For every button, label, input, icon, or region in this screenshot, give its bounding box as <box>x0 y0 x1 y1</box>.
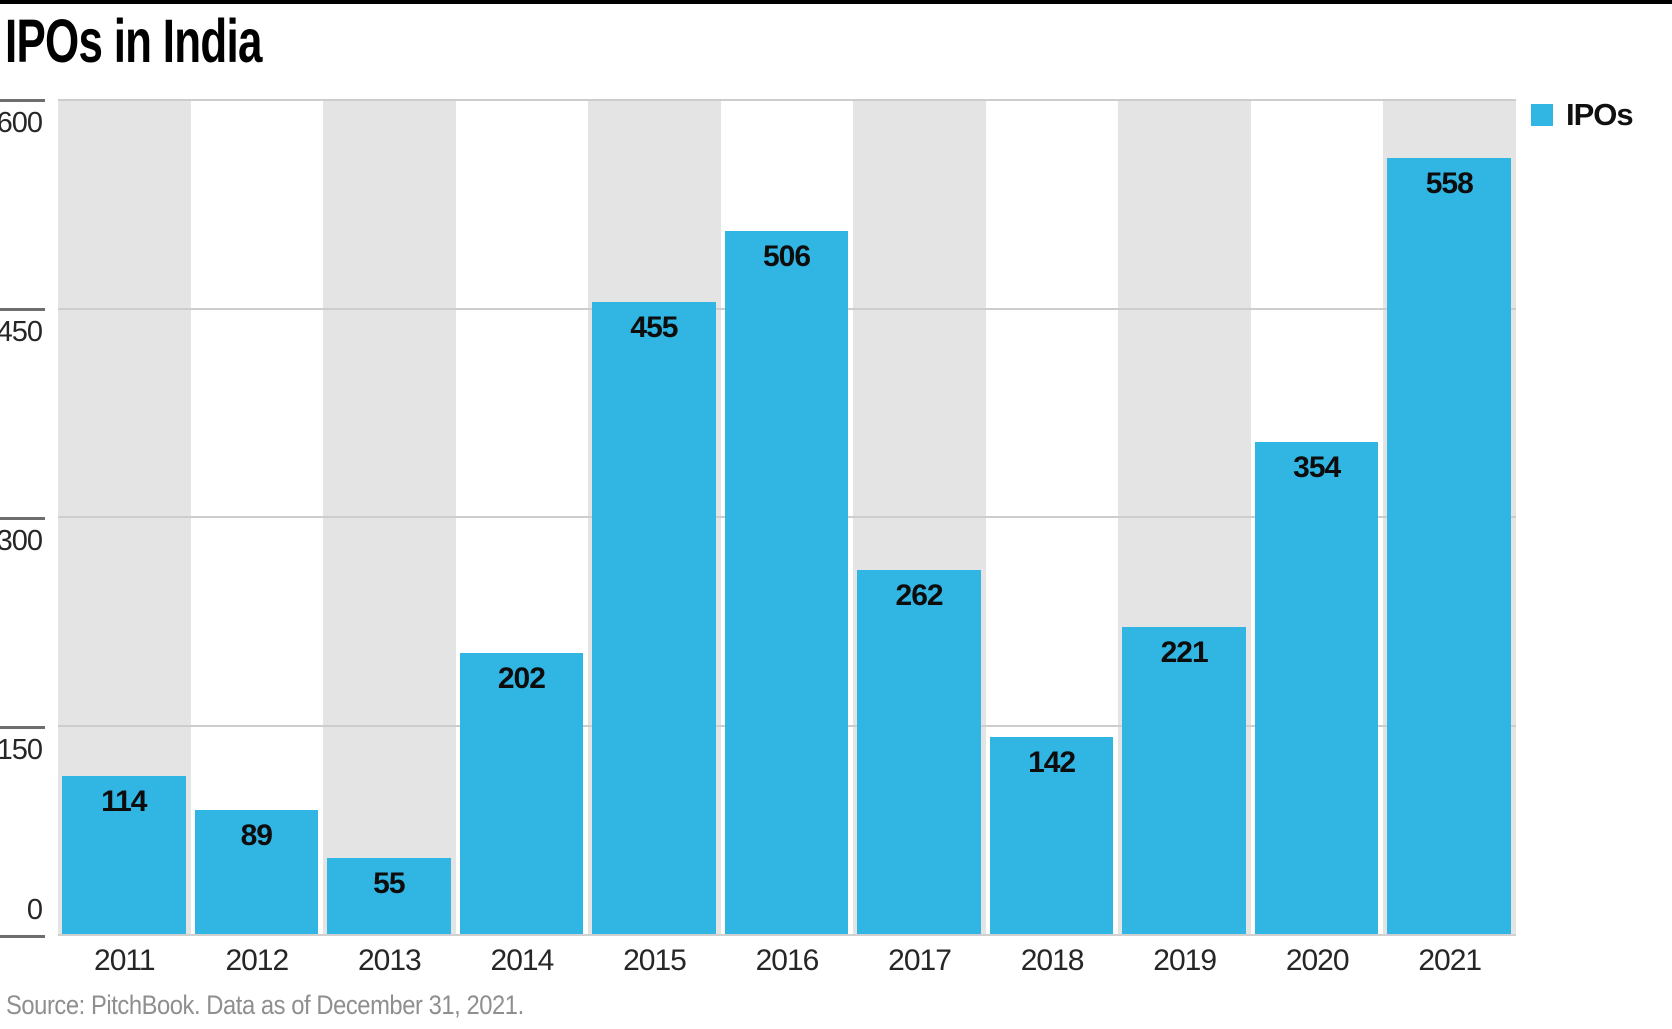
y-axis-label-300: 300 <box>0 525 43 557</box>
x-axis-label-2014: 2014 <box>490 944 555 977</box>
y-axis-tick-300 <box>0 517 45 520</box>
y-axis-tick-450 <box>0 308 45 311</box>
bar-value-label-2013: 55 <box>373 866 405 900</box>
bar-value-label-2017: 262 <box>895 578 944 612</box>
bar-value-label-2018: 142 <box>1028 745 1076 779</box>
bar-value-label-2021: 558 <box>1425 167 1474 201</box>
year-column-2021: 558 2021 <box>1383 100 1517 976</box>
y-axis-tick-0 <box>0 935 45 938</box>
year-column-2016: 506 2016 <box>721 100 854 976</box>
year-column-2014: 202 2014 <box>456 100 589 976</box>
legend-color-swatch <box>1531 103 1553 126</box>
bar-2012: 89 <box>194 810 319 934</box>
x-axis-label-2013: 2013 <box>357 944 422 977</box>
bar-2018: 142 <box>989 736 1114 934</box>
bar-2015: 455 <box>592 301 716 934</box>
x-axis-label-2019: 2019 <box>1153 944 1217 977</box>
x-axis-label-2018: 2018 <box>1020 944 1085 977</box>
legend-label: IPOs <box>1566 97 1634 132</box>
bar-2013: 55 <box>327 857 451 934</box>
bar-value-label-2016: 506 <box>762 239 811 273</box>
y-axis-label-600: 600 <box>0 107 43 139</box>
column-band-layer: 114 2011 89 2012 55 2013 202 2014 455 2015 506 2016… <box>58 100 1517 976</box>
bar-2019: 221 <box>1122 626 1246 934</box>
source-note: Source: PitchBook. Data as of December 3… <box>6 990 524 1020</box>
x-axis-label-2021: 2021 <box>1418 944 1482 977</box>
y-axis: 0 150 300 450 600 <box>0 99 45 938</box>
bar-2014: 202 <box>459 653 584 934</box>
plot-area: 114 2011 89 2012 55 2013 202 2014 455 2015 506 2016… <box>58 99 1517 976</box>
y-axis-label-150: 150 <box>0 734 43 766</box>
year-column-2017: 262 2017 <box>853 100 986 976</box>
bar-value-label-2011: 114 <box>101 784 147 818</box>
year-column-2013: 55 2013 <box>323 100 456 976</box>
chart-title: IPOs in India <box>5 7 262 75</box>
bar-2017: 262 <box>857 569 981 934</box>
bar-value-label-2015: 455 <box>630 310 678 344</box>
year-column-2018: 142 2018 <box>986 100 1119 976</box>
y-axis-label-0: 0 <box>26 894 43 926</box>
bar-2020: 354 <box>1254 441 1379 934</box>
y-axis-tick-150 <box>0 726 45 729</box>
year-column-2012: 89 2012 <box>191 100 324 976</box>
year-column-2019: 221 2019 <box>1118 100 1251 976</box>
top-rule <box>0 0 1672 4</box>
x-axis-label-2015: 2015 <box>623 944 687 977</box>
bar-value-label-2012: 89 <box>240 819 273 853</box>
bar-2021: 558 <box>1387 158 1512 934</box>
x-axis-label-2020: 2020 <box>1285 944 1350 977</box>
legend: IPOs <box>1531 97 1634 132</box>
year-column-2020: 354 2020 <box>1251 100 1384 976</box>
x-axis-label-2017: 2017 <box>888 944 952 977</box>
x-axis-label-2011: 2011 <box>94 944 156 977</box>
y-axis-label-450: 450 <box>0 316 43 348</box>
bar-value-label-2019: 221 <box>1160 635 1209 669</box>
bar-2011: 114 <box>62 775 186 934</box>
x-axis-label-2016: 2016 <box>755 944 820 977</box>
year-column-2011: 114 2011 <box>58 100 191 976</box>
x-axis-label-2012: 2012 <box>225 944 289 977</box>
bar-value-label-2014: 202 <box>497 662 546 696</box>
bar-value-label-2020: 354 <box>1293 450 1341 484</box>
y-axis-tick-600 <box>0 99 45 102</box>
bar-2016: 506 <box>724 230 849 934</box>
year-column-2015: 455 2015 <box>588 100 721 976</box>
